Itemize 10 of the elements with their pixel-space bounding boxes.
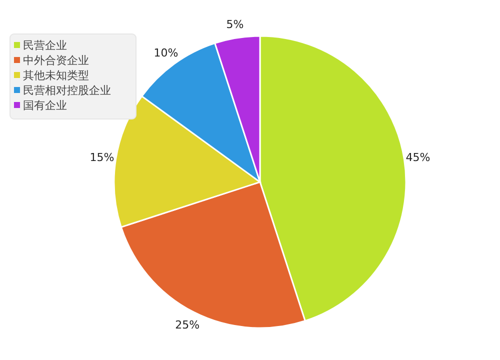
legend-label: 民营相对控股企业 bbox=[23, 84, 111, 97]
data-label: 10% bbox=[154, 46, 178, 60]
data-label: 25% bbox=[175, 318, 200, 332]
legend-label: 其他未知类型 bbox=[23, 68, 89, 82]
data-label: 45% bbox=[406, 150, 430, 164]
legend-label: 中外合资企业 bbox=[23, 54, 89, 67]
data-label: 15% bbox=[90, 150, 114, 164]
legend-label: 民营企业 bbox=[23, 38, 67, 52]
legend-label: 国有企业 bbox=[23, 98, 67, 112]
data-label: 5% bbox=[226, 18, 244, 31]
